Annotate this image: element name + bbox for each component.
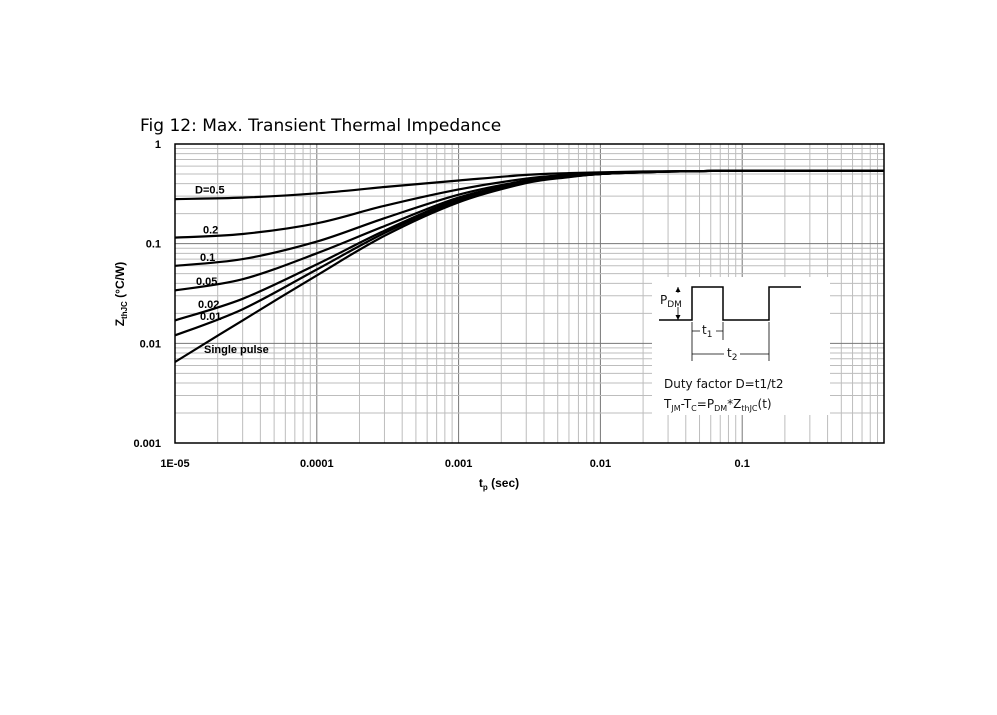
t1-label: t1: [702, 323, 712, 340]
axis-labels: tp (sec) ZthJC (°C/W): [113, 262, 519, 492]
formula-part: =P: [697, 397, 714, 411]
series-curve-6: [174, 169, 885, 363]
formula-subscript: JM: [670, 404, 680, 413]
y-tick-label: 0.01: [140, 338, 161, 350]
formula-part: T: [663, 397, 672, 411]
t1-label-main: t: [702, 323, 707, 337]
formula-subscript: DM: [714, 404, 727, 413]
series-label-4: 0.02: [198, 299, 219, 311]
t2-label-main: t: [727, 346, 732, 360]
plot-frame: [174, 143, 885, 444]
formula-part: *Z: [727, 397, 741, 411]
pdm-label: PDM: [660, 293, 682, 310]
x-axis-label-sub: p: [483, 483, 488, 492]
series-curve-3: [174, 169, 885, 292]
x-axis-label-main: t: [479, 476, 483, 490]
series-label-6: Single pulse: [204, 344, 269, 356]
x-axis-label-rest: (sec): [488, 476, 519, 490]
x-tick-label: 0.01: [590, 458, 611, 470]
pulse-waveform: [659, 286, 801, 321]
x-tick-label: 1E-05: [160, 458, 189, 470]
x-tick-label: 0.001: [445, 458, 473, 470]
formula-part: -T: [681, 397, 692, 411]
x-tick-label: 0.0001: [300, 458, 334, 470]
y-axis-label-sub: thJC: [120, 301, 129, 319]
y-axis-label: ZthJC (°C/W): [113, 262, 129, 327]
y-tick-label: 1: [155, 139, 161, 151]
tick-labels: 1E-05 0.0001 0.001 0.01 0.1 0.001 0.01 0.1 1: [133, 139, 749, 470]
t2-label-sub: 2: [732, 353, 738, 363]
formula-subscript: C: [691, 404, 697, 413]
t1-label-sub: 1: [707, 330, 713, 340]
pdm-label-bg: [659, 293, 690, 307]
t2-label-bg: [724, 347, 740, 360]
pdm-arrowhead: [675, 315, 681, 320]
pdm-label-sub: DM: [667, 300, 682, 310]
series-label-5: 0.01: [200, 311, 221, 323]
pdm-label-main: P: [660, 293, 667, 307]
thermal-formula: TJM-TC=PDM*ZthJC(t): [663, 397, 772, 413]
y-tick-label: 0.001: [133, 438, 161, 450]
curves: [174, 169, 885, 363]
curve-labels: D=0.5 0.2 0.1 0.05 0.020.01 Single pulse: [195, 184, 269, 355]
formula-subscript: thJC: [741, 404, 758, 413]
formula-part: (t): [758, 397, 772, 411]
chart-title: Fig 12: Max. Transient Thermal Impedance: [140, 116, 501, 136]
series-label-0: D=0.5: [195, 184, 225, 196]
t2-label: t2: [727, 346, 737, 363]
y-axis-label-rest: (°C/W): [113, 262, 127, 301]
x-tick-label: 0.1: [735, 458, 750, 470]
series-label-2: 0.1: [200, 252, 215, 264]
series-curve-0: [174, 169, 885, 201]
series-curve-2: [174, 169, 885, 267]
duty-factor-text: Duty factor D=t1/t2: [664, 377, 783, 391]
t1-label-bg: [700, 324, 716, 337]
series-label-1: 0.2: [203, 224, 218, 236]
y-tick-label: 0.1: [146, 239, 161, 251]
y-axis-label-main: Z: [113, 319, 127, 326]
pdm-arrowhead: [675, 287, 681, 292]
x-axis-label: tp (sec): [479, 476, 519, 492]
series-label-3: 0.05: [196, 276, 217, 288]
